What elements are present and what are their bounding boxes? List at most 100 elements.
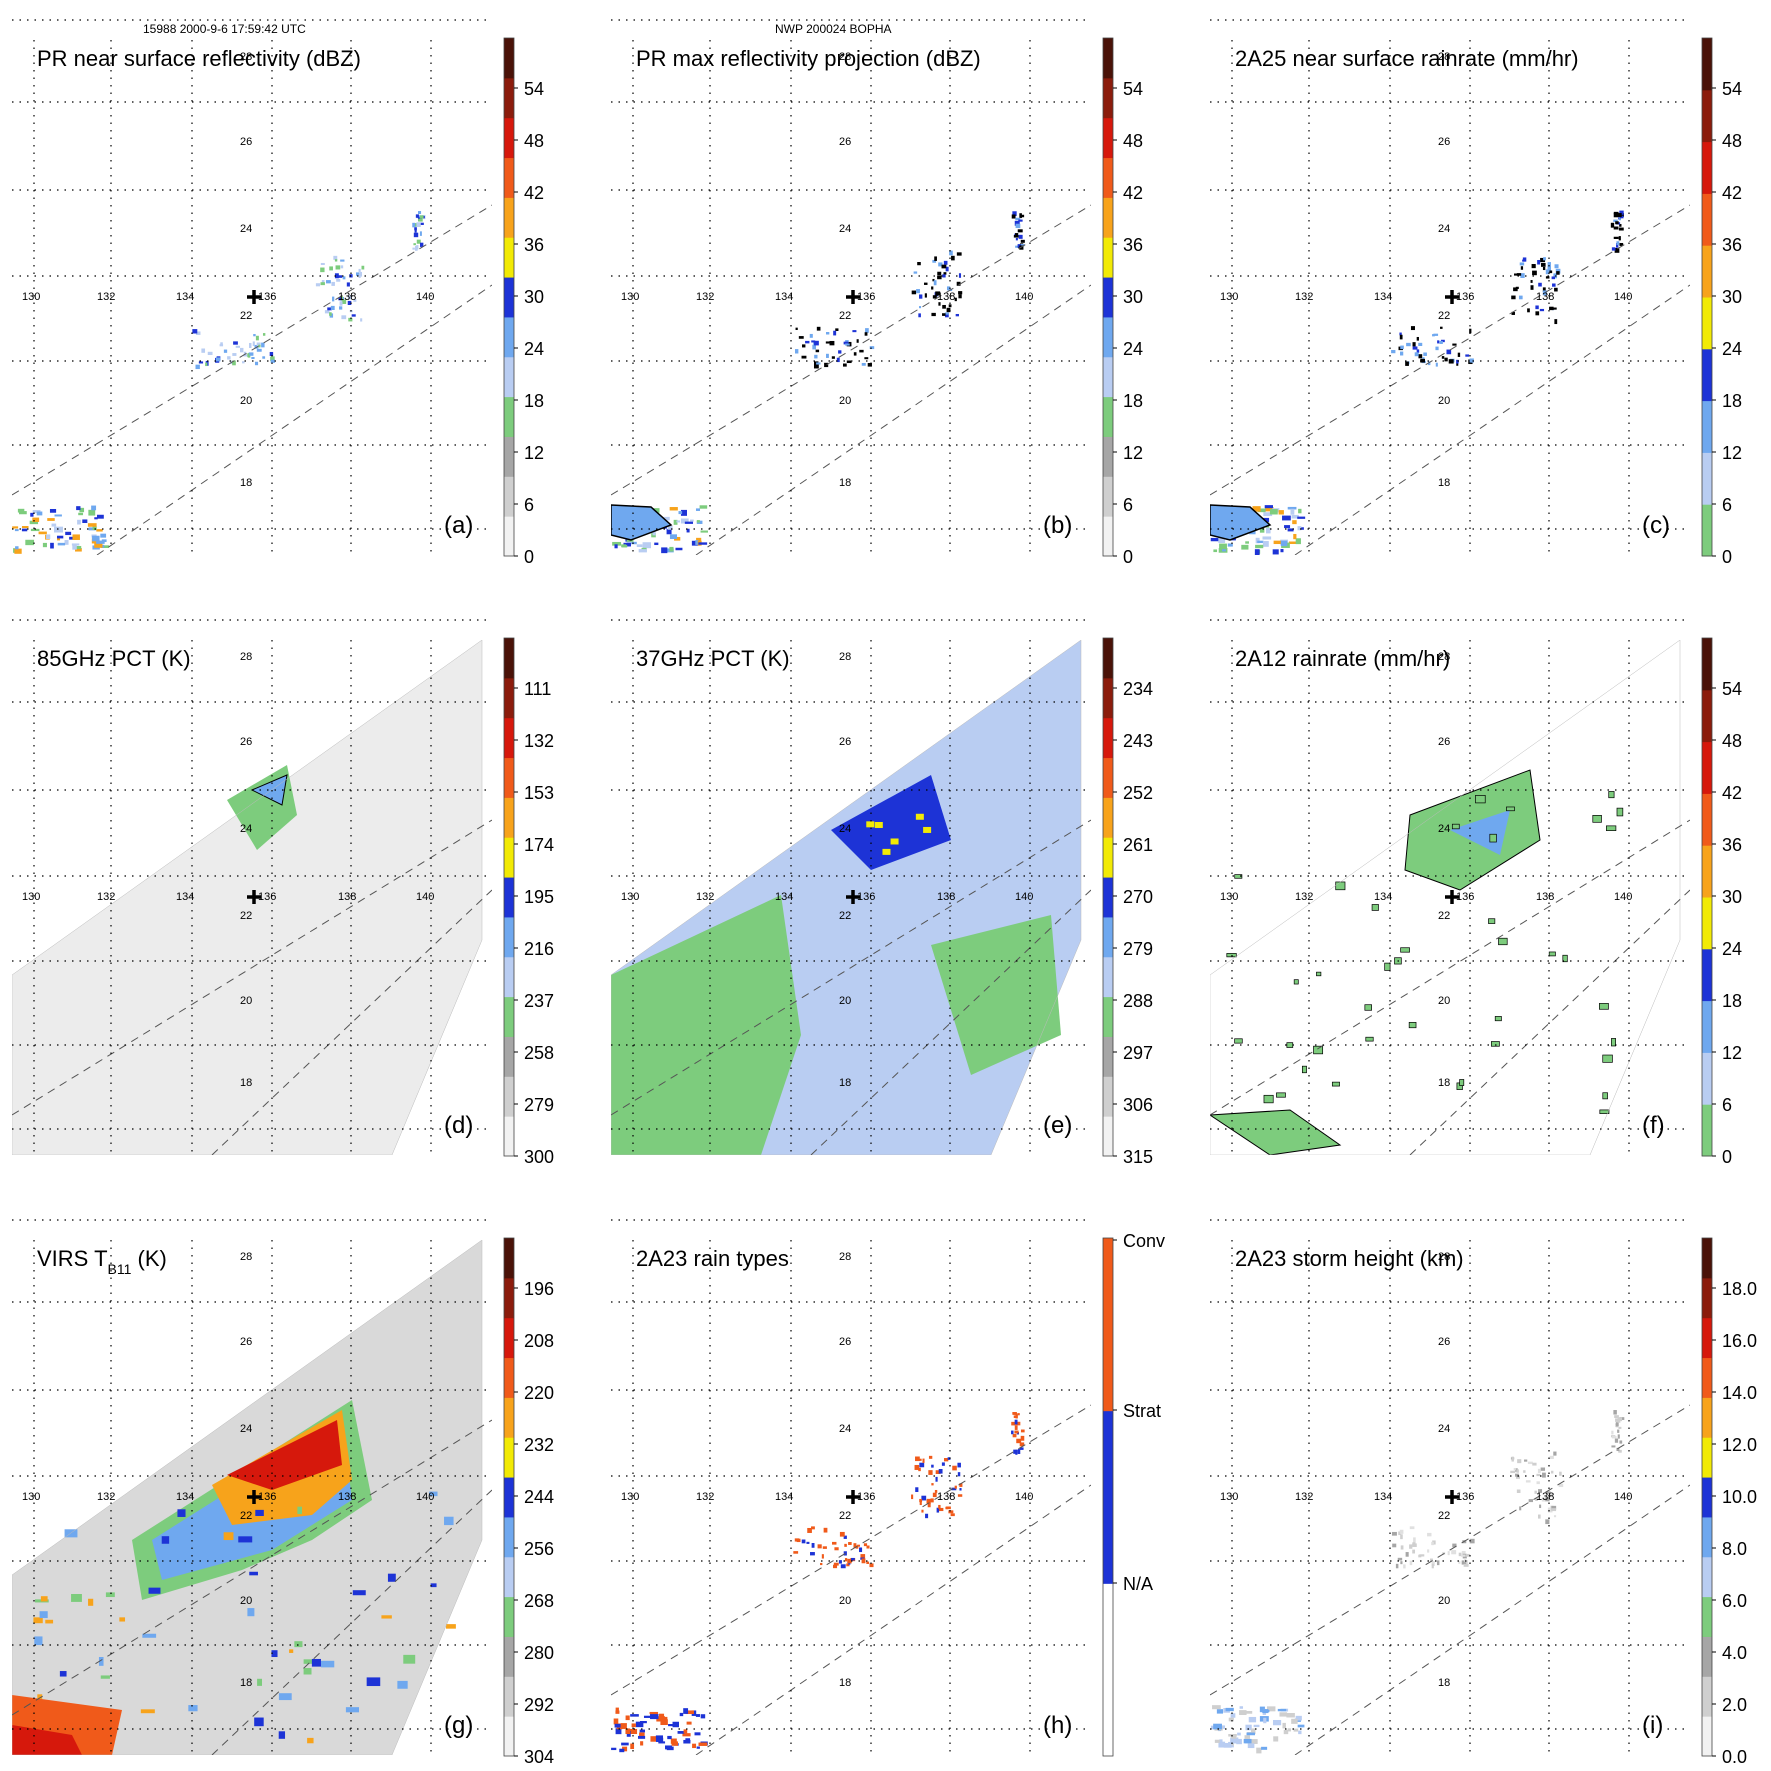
cloud-cell [105, 1592, 115, 1598]
colorbar-tick-label: 42 [1722, 183, 1742, 203]
precip-cell [1532, 270, 1537, 276]
lon-tick-label: 130 [1220, 1491, 1238, 1503]
precip-cell [331, 281, 335, 286]
precip-cell [71, 543, 80, 546]
precip-cell [946, 307, 951, 313]
precip-cell [930, 1498, 934, 1503]
cloud-cell [278, 1693, 292, 1701]
precip-cell [863, 1543, 868, 1547]
precip-cell [1619, 213, 1624, 217]
precip-cell [1441, 356, 1445, 359]
precip-cell [921, 1509, 924, 1513]
precip-cell [937, 275, 942, 280]
precip-cell [1400, 1561, 1403, 1565]
colorbar-segment [1702, 1000, 1712, 1053]
precip-cell [952, 1465, 957, 1471]
precip-cell [341, 315, 347, 320]
precip-cell [864, 332, 868, 336]
precip-cell [623, 542, 631, 547]
precip-cell [680, 509, 687, 516]
precip-cell [802, 344, 806, 348]
precip-cell [1510, 1470, 1516, 1474]
ice-scatter-cell [915, 813, 924, 820]
precip-cell [1452, 1543, 1457, 1548]
lat-tick-label: 28 [240, 1251, 252, 1263]
precip-cell [36, 511, 43, 516]
precip-cell [1558, 1483, 1564, 1488]
colorbar-tick-label: 256 [524, 1539, 554, 1559]
precip-cell [337, 275, 343, 278]
precip-cell [1246, 1732, 1256, 1736]
precip-cell [262, 333, 266, 336]
precip-cell [1264, 505, 1274, 509]
swath-boundary [1294, 284, 1690, 555]
precip-cell [639, 1732, 645, 1737]
precip-cell [1247, 1743, 1255, 1749]
lat-tick-label: 18 [839, 1677, 851, 1689]
precip-cell [957, 1494, 963, 1497]
colorbar-tick-label: 14.0 [1722, 1383, 1757, 1403]
precip-cell [1410, 326, 1415, 331]
panel-title: 2A23 storm height (km) [1235, 1246, 1464, 1271]
precip-cell [1259, 527, 1265, 533]
precip-cell [958, 273, 962, 278]
lat-tick-label: 18 [839, 1077, 851, 1089]
colorbar-segment [1702, 1437, 1712, 1478]
cloud-cell [148, 1587, 161, 1594]
colorbar-segment [504, 757, 514, 798]
precip-cell [1017, 244, 1021, 248]
swath-boundary [1210, 819, 1690, 1116]
precip-cell [612, 541, 622, 546]
precip-cell [1465, 1553, 1471, 1557]
precip-cell [935, 291, 941, 296]
precip-cell [1554, 264, 1559, 269]
precip-cell [1551, 276, 1556, 280]
precip-cell [933, 280, 937, 286]
precip-cell [865, 328, 869, 333]
precip-cell [630, 1743, 635, 1750]
colorbar-segment [1702, 689, 1712, 743]
precip-cell [667, 1735, 672, 1740]
precip-cell [1272, 549, 1279, 555]
precip-cell [1534, 1490, 1537, 1494]
precip-cell [341, 299, 347, 304]
lon-tick-label: 138 [1536, 1491, 1554, 1503]
precip-cell [1542, 290, 1548, 296]
precip-cell [954, 297, 957, 302]
precip-cell [1015, 245, 1020, 248]
precip-cell [72, 545, 77, 550]
precip-cell [1553, 307, 1557, 310]
precip-cell [1618, 1426, 1622, 1429]
panel-title: 2A12 rainrate (mm/hr) [1235, 646, 1450, 671]
colorbar-tick-label: 54 [1123, 79, 1143, 99]
precip-cell [794, 349, 799, 354]
precip-cell [848, 1542, 852, 1545]
precip-cell [1280, 549, 1284, 553]
precip-cell [631, 1723, 636, 1728]
precip-cell [1614, 248, 1620, 253]
colorbar-segment [504, 396, 514, 437]
precip-cell [639, 1729, 646, 1733]
precip-cell [935, 1476, 938, 1482]
precip-cell [1290, 508, 1295, 515]
colorbar-segment [1702, 1516, 1712, 1558]
colorbar-tick-label: 30 [1722, 287, 1742, 307]
cloud-cell [278, 1731, 286, 1739]
precip-cell [679, 1712, 684, 1717]
precip-cell [1244, 1735, 1251, 1739]
precip-cell [943, 1458, 949, 1462]
precip-cell [669, 546, 674, 552]
swath-boundary [12, 204, 492, 496]
precip-cell [417, 211, 422, 215]
colorbar-tick-label: 18 [1123, 391, 1143, 411]
lon-tick-label: 136 [857, 1491, 875, 1503]
precip-cell [418, 218, 423, 222]
precip-cell [347, 295, 352, 300]
precip-cell [1213, 549, 1218, 553]
colorbar-tick-label: 243 [1123, 731, 1153, 751]
precip-cell [805, 340, 810, 344]
cloud-cell [255, 1509, 264, 1517]
lon-tick-label: 140 [1015, 891, 1033, 903]
colorbar-segment [1103, 996, 1113, 1037]
precip-cell [683, 1729, 688, 1734]
